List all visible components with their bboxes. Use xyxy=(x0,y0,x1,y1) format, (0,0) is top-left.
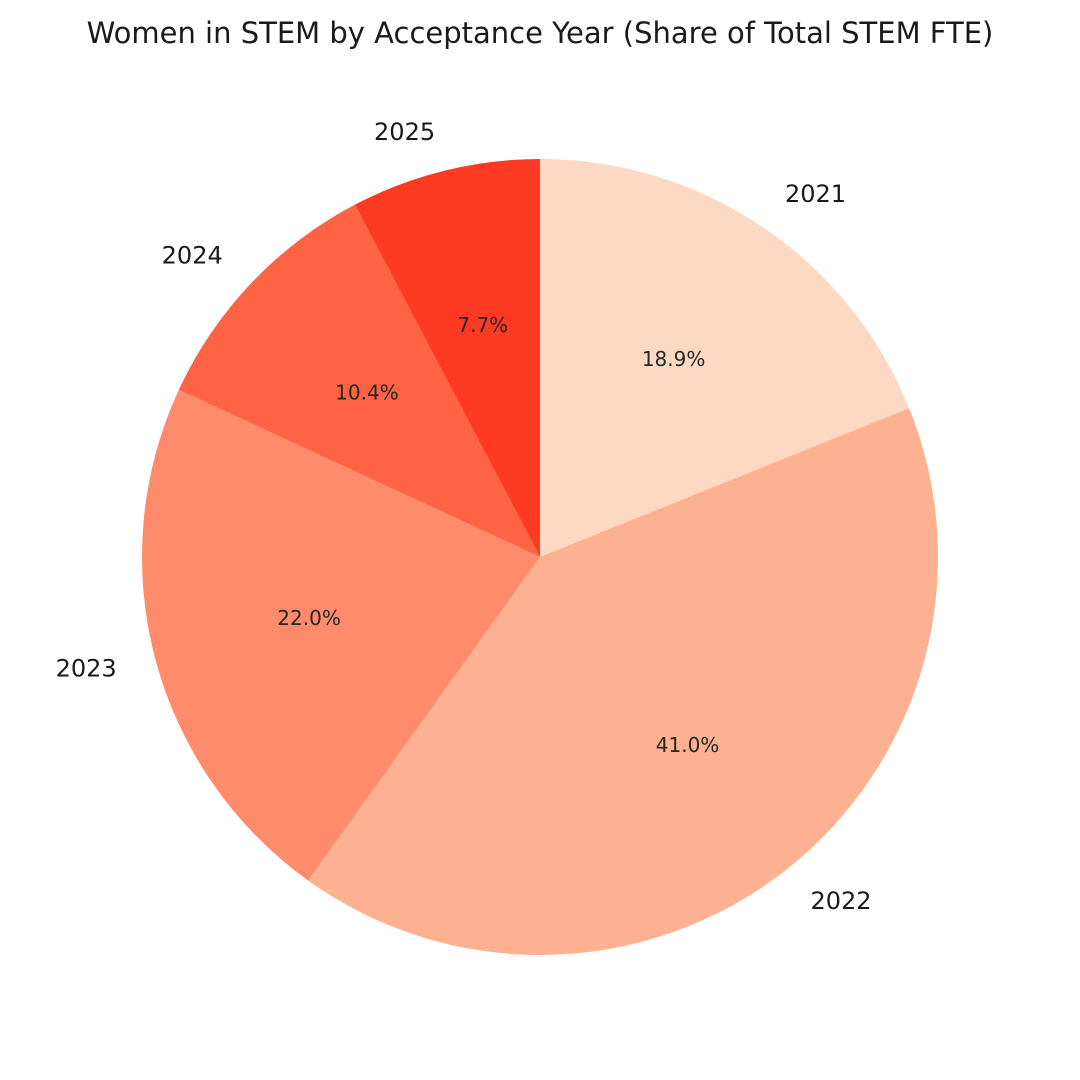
pie-slice-2023 xyxy=(141,389,540,881)
slice-label-2021: 2021 xyxy=(785,180,846,208)
slice-label-2024: 2024 xyxy=(162,241,223,269)
slice-label-2022: 2022 xyxy=(810,887,871,915)
pie-slice-2024 xyxy=(178,204,540,558)
pct-label-2024: 10.4% xyxy=(335,380,399,404)
pie-labels: 18.9% 2021 41.0% 2022 22.0% 2023 10.4% 2024 7.7%… xyxy=(56,118,872,915)
pct-label-2022: 41.0% xyxy=(656,733,720,757)
chart-title: Women in STEM by Acceptance Year (Share … xyxy=(86,16,994,50)
pct-label-2025: 7.7% xyxy=(457,313,508,337)
pct-label-2021: 18.9% xyxy=(642,347,706,371)
pie-slice-2025 xyxy=(354,159,540,557)
slice-label-2025: 2025 xyxy=(374,118,435,146)
pie-slice-2022 xyxy=(308,408,938,955)
pie-slice-2021 xyxy=(540,159,910,557)
pct-label-2023: 22.0% xyxy=(277,606,341,630)
pie-slices xyxy=(141,159,938,955)
slice-label-2023: 2023 xyxy=(56,655,117,683)
